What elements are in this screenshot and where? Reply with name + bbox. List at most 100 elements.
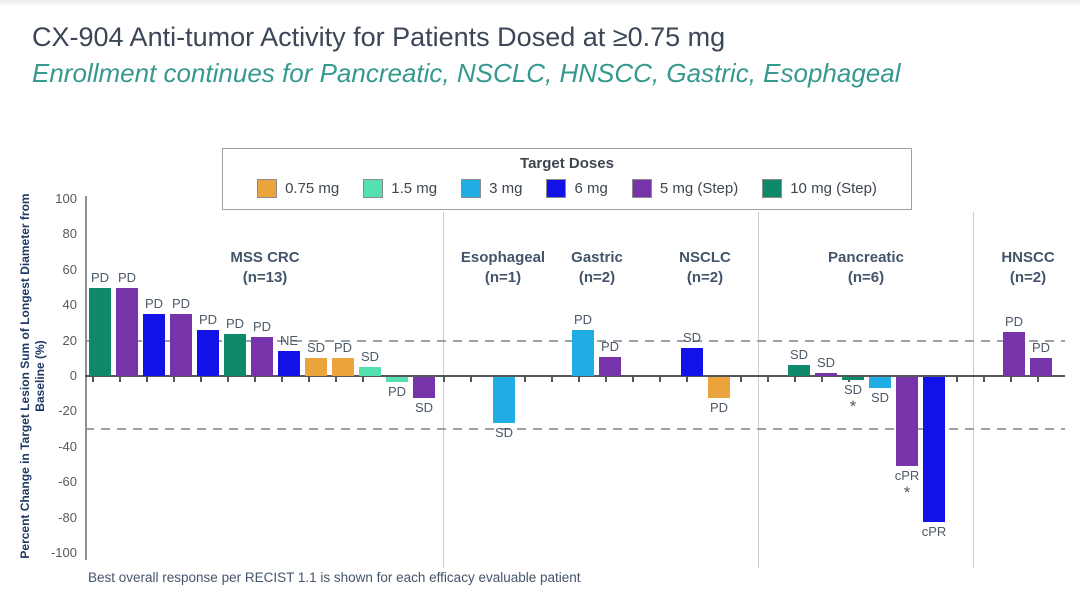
x-axis-tick <box>794 377 796 382</box>
response-label: cPR <box>894 467 920 483</box>
patient-bar <box>386 377 408 383</box>
patient-bar <box>278 351 300 376</box>
group-header: Pancreatic (n=6) <box>828 249 904 286</box>
x-axis-tick <box>632 377 634 382</box>
legend-item: 5 mg (Step) <box>631 179 739 198</box>
response-label: PD <box>225 315 245 331</box>
response-label: SD <box>414 400 434 416</box>
legend-items: 0.75 mg 1.5 mg 3 mg 6 mg 5 mg (Step) 10 mg (S… <box>223 179 911 198</box>
x-axis-tick <box>443 377 445 382</box>
reference-line <box>85 428 1065 431</box>
y-tick-label: -80 <box>58 509 77 525</box>
legend-item: 6 mg <box>546 179 608 198</box>
response-label: PD <box>573 311 593 327</box>
x-axis-tick <box>821 377 823 382</box>
slide-title: CX-904 Anti-tumor Activity for Patients … <box>32 22 726 52</box>
x-axis-tick <box>92 377 94 382</box>
group-separator <box>973 212 974 568</box>
star-annotation: * <box>903 482 911 502</box>
patient-bar <box>305 358 327 376</box>
x-axis-tick <box>119 377 121 382</box>
patient-bar <box>599 356 621 376</box>
response-label: SD <box>816 355 836 371</box>
response-label: PD <box>709 400 729 416</box>
legend-swatch-icon <box>257 179 278 198</box>
x-axis-tick <box>308 377 310 382</box>
patient-bar <box>197 329 219 376</box>
y-axis-line <box>85 196 87 560</box>
x-axis-tick <box>1010 377 1012 382</box>
patient-bar <box>1003 331 1025 376</box>
y-tick-label: 80 <box>62 226 77 242</box>
patient-bar <box>681 347 703 376</box>
y-tick-label: 100 <box>55 191 77 206</box>
patient-bar <box>923 377 945 523</box>
response-label: PD <box>90 269 110 285</box>
top-border-strip <box>0 0 1080 5</box>
group-header: Gastric (n=2) <box>571 249 623 286</box>
legend-swatch-icon <box>631 179 652 198</box>
patient-bar <box>896 377 918 466</box>
response-label: PD <box>387 384 407 400</box>
patient-bar <box>493 377 515 424</box>
group-header: NSCLC (n=2) <box>679 249 731 286</box>
x-axis-tick <box>659 377 661 382</box>
legend-swatch-icon <box>762 179 783 198</box>
patient-bar <box>251 337 273 376</box>
patient-bar <box>572 329 594 376</box>
legend-item: 10 mg (Step) <box>762 179 877 198</box>
response-label: SD <box>789 347 809 363</box>
x-axis-tick <box>551 377 553 382</box>
patient-bar <box>143 314 165 376</box>
response-label: SD <box>843 381 863 397</box>
x-axis-tick <box>1037 377 1039 382</box>
footnote: Best overall response per RECIST 1.1 is … <box>88 570 581 585</box>
x-axis-baseline <box>85 375 1065 377</box>
legend-label: 5 mg (Step) <box>659 180 739 197</box>
group-header: Esophageal (n=1) <box>460 249 546 286</box>
y-tick-label: -40 <box>58 438 77 454</box>
x-axis-tick <box>281 377 283 382</box>
response-label: PD <box>144 296 164 312</box>
patient-bar <box>413 377 435 399</box>
patient-bar <box>869 377 891 388</box>
patient-bar <box>170 314 192 376</box>
dose-legend: Target Doses 0.75 mg 1.5 mg 3 mg 6 mg 5 mg (… <box>222 148 912 210</box>
x-axis-tick <box>524 377 526 382</box>
x-axis-tick <box>605 377 607 382</box>
patient-bar <box>708 377 730 399</box>
legend-swatch-icon <box>461 179 482 198</box>
group-separator <box>443 212 444 568</box>
patient-bar <box>359 367 381 376</box>
response-label: PD <box>1004 313 1024 329</box>
x-axis-tick <box>200 377 202 382</box>
slide-subtitle: Enrollment continues for Pancreatic, NSC… <box>32 58 901 88</box>
legend-item: 0.75 mg <box>257 179 339 198</box>
legend-label: 0.75 mg <box>285 180 340 197</box>
x-axis-tick <box>146 377 148 382</box>
legend-swatch-icon <box>363 179 384 198</box>
legend-item: 3 mg <box>461 179 522 198</box>
legend-label: 10 mg (Step) <box>790 180 877 197</box>
y-tick-label: 40 <box>62 297 77 313</box>
response-label: SD <box>682 329 702 345</box>
legend-label: 6 mg <box>574 180 608 197</box>
legend-label: 3 mg <box>489 180 523 197</box>
response-label: NE <box>279 333 299 349</box>
patient-bar <box>89 287 111 376</box>
response-label: SD <box>306 340 326 356</box>
response-label: PD <box>198 311 218 327</box>
y-tick-label: 20 <box>62 332 77 348</box>
patient-bar <box>224 333 246 376</box>
group-header: MSS CRC (n=13) <box>230 249 300 286</box>
response-label: SD <box>870 389 890 405</box>
x-axis-tick <box>578 377 580 382</box>
response-label: PD <box>171 296 191 312</box>
response-label: PD <box>1031 340 1051 356</box>
patient-bar <box>842 377 864 380</box>
x-axis-tick <box>227 377 229 382</box>
response-label: PD <box>600 338 620 354</box>
response-label: SD <box>494 425 514 441</box>
y-tick-label: -60 <box>58 474 77 490</box>
